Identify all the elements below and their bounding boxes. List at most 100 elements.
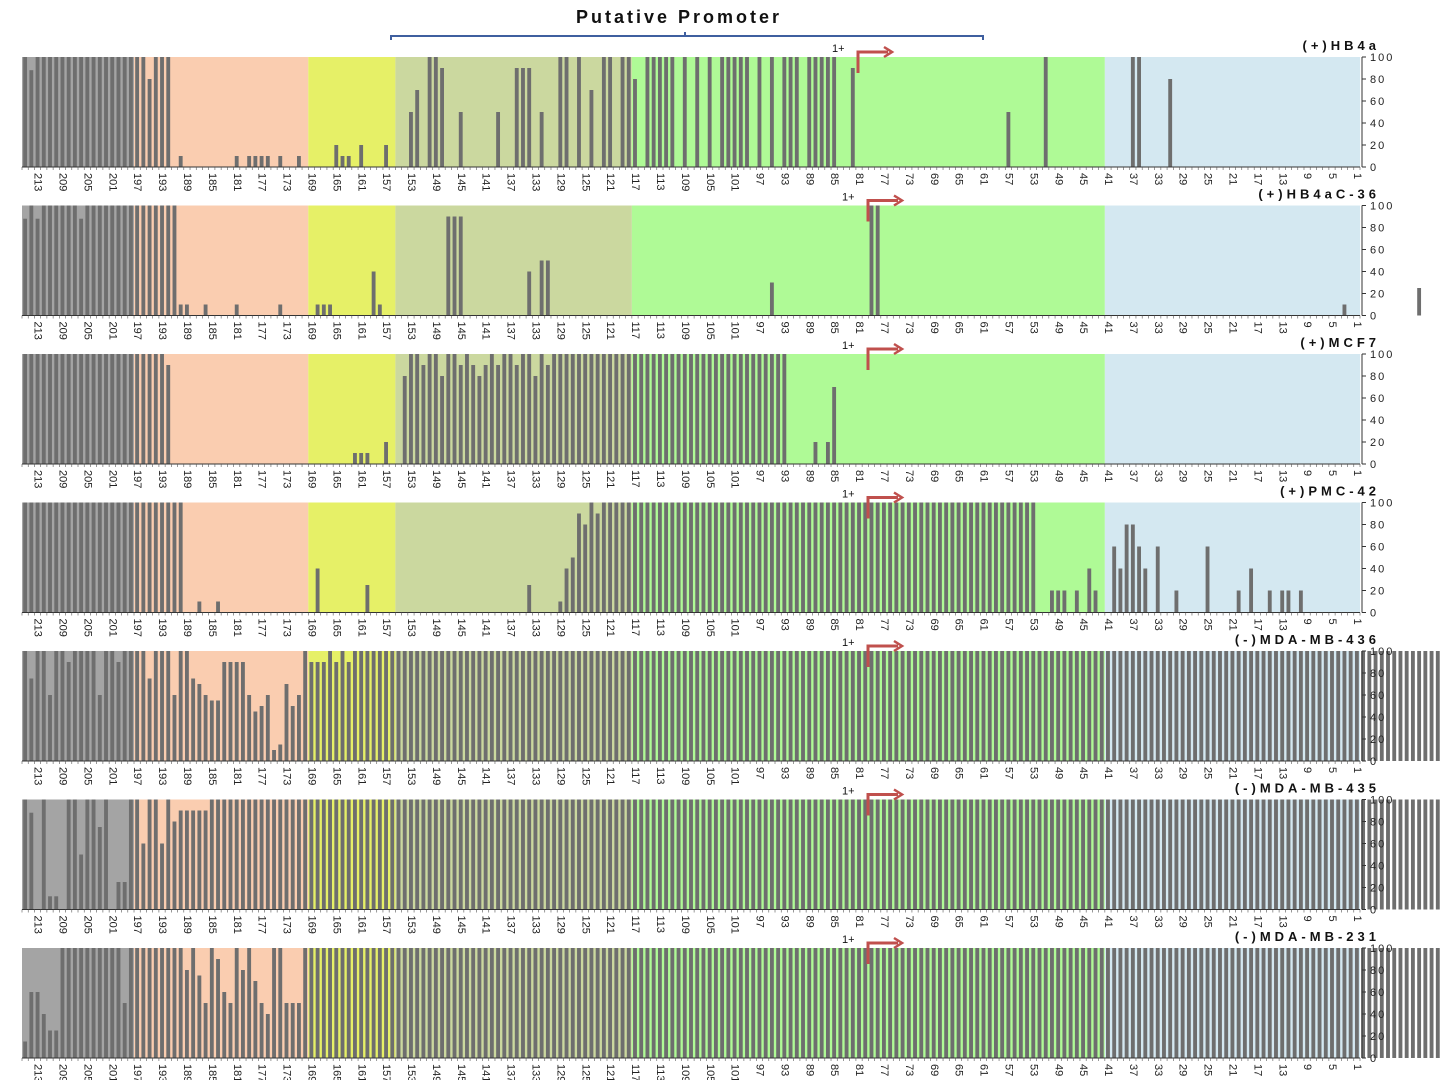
bar [29, 70, 34, 167]
bar [128, 57, 133, 167]
bar [738, 948, 743, 1058]
bar [197, 810, 202, 910]
bar [209, 700, 214, 761]
bar [160, 205, 164, 316]
bar [689, 799, 693, 910]
bar [253, 799, 258, 910]
bar [290, 706, 295, 761]
bar [303, 799, 308, 910]
x-tick-label: 73 [903, 173, 915, 185]
bar [427, 354, 432, 464]
bar [377, 651, 382, 761]
bar [29, 502, 34, 613]
x-tick-label: 9 [1301, 619, 1313, 625]
bar [110, 651, 115, 761]
bar [657, 799, 662, 910]
bar [440, 376, 444, 464]
x-tick-label: 137 [505, 322, 517, 340]
bar [365, 948, 370, 1058]
bar [359, 145, 364, 167]
tss-label: 1+ [842, 489, 855, 501]
x-tick-label: 1 [1351, 1064, 1363, 1070]
x-tick-label: 105 [704, 767, 716, 785]
x-tick-label: 125 [579, 916, 591, 934]
x-tick-label: 41 [1102, 322, 1114, 334]
x-tick-label: 133 [530, 470, 542, 488]
bar [85, 502, 90, 613]
x-tick-label: 21 [1227, 1064, 1239, 1076]
bar [913, 502, 917, 613]
bar [981, 948, 986, 1058]
bar [1087, 568, 1092, 613]
bar [1186, 651, 1191, 761]
bar [502, 651, 507, 761]
tss-arrow [866, 199, 898, 222]
bar [801, 948, 805, 1058]
x-tick-label: 25 [1202, 767, 1214, 779]
x-tick-label: 89 [803, 173, 815, 185]
bar [651, 948, 656, 1058]
bar [1410, 799, 1415, 910]
bar [962, 502, 967, 613]
bar [670, 948, 675, 1058]
bar [713, 799, 718, 910]
x-tick-label: 173 [281, 1064, 293, 1080]
x-tick-label: 97 [754, 1064, 766, 1076]
bar [1137, 57, 1142, 167]
x-tick-label: 197 [131, 470, 143, 488]
x-tick-label: 197 [131, 322, 143, 340]
bar [353, 453, 357, 464]
x-tick-label: 25 [1202, 470, 1214, 482]
bar [626, 651, 631, 761]
bar [91, 354, 96, 464]
bar [1317, 651, 1322, 761]
bar [1348, 651, 1353, 761]
bar [1261, 799, 1266, 910]
bar [583, 354, 588, 464]
bar [359, 799, 364, 910]
x-tick-label: 25 [1202, 173, 1214, 185]
bar [888, 948, 893, 1058]
bar [1056, 651, 1061, 761]
x-tick-label: 169 [305, 767, 317, 785]
bar [813, 57, 818, 167]
bar [334, 145, 339, 167]
bar [48, 502, 52, 613]
bar [452, 354, 457, 464]
bar [801, 799, 805, 910]
bar [633, 948, 637, 1058]
bar [240, 970, 245, 1058]
bar [1018, 948, 1023, 1058]
bar [508, 354, 513, 464]
bar [825, 57, 830, 167]
bar [160, 651, 164, 761]
bar [1305, 948, 1310, 1058]
bar [1031, 502, 1036, 613]
bar [1379, 651, 1384, 761]
bar [1236, 590, 1241, 613]
bar [583, 651, 588, 761]
bar [757, 799, 762, 910]
bar [1242, 799, 1247, 910]
bar [745, 502, 749, 613]
x-tick-label: 45 [1077, 470, 1089, 482]
x-tick-label: 93 [778, 173, 790, 185]
bar [539, 260, 544, 316]
bar [1330, 651, 1334, 761]
bar [726, 57, 731, 167]
bar [769, 354, 774, 464]
bar [1404, 651, 1409, 761]
bar [1000, 799, 1005, 910]
y-tick-label: 100 [1370, 498, 1394, 510]
bar [458, 365, 463, 464]
bar [900, 799, 905, 910]
bar [620, 57, 625, 167]
bar [489, 354, 494, 464]
bar [639, 799, 644, 910]
x-tick-label: 13 [1276, 470, 1288, 482]
bar [446, 651, 451, 761]
bar [583, 799, 588, 910]
bar [1255, 799, 1260, 910]
tss-arrow [866, 941, 898, 964]
bar [147, 354, 152, 464]
